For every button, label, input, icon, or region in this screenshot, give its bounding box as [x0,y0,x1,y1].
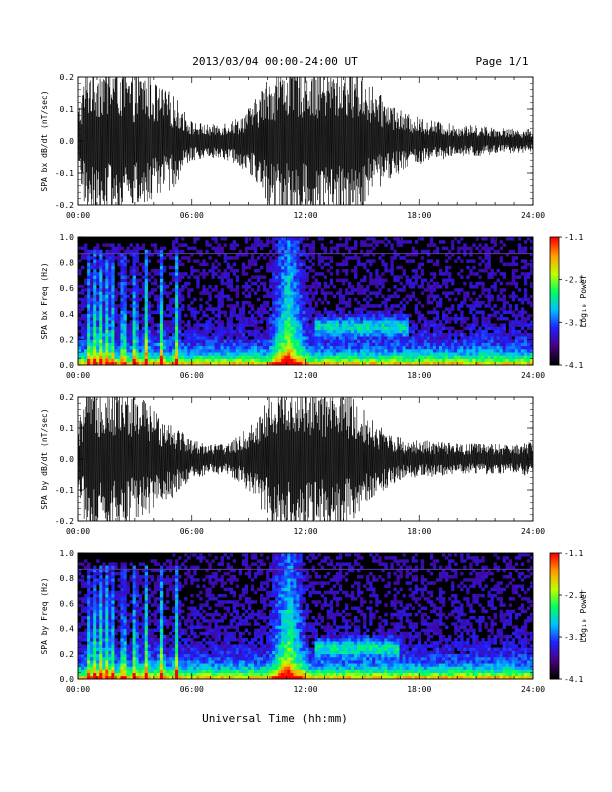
colorbar-tick-label: -4.1 [564,675,583,684]
x-tick-label: 06:00 [180,211,204,220]
y-tick-label: 0.4 [60,310,75,319]
y-tick-label: 0.8 [60,259,75,268]
x-tick-label: 00:00 [66,527,90,536]
x-tick-label: 12:00 [293,371,317,380]
bx-waveform-panel: 00:00 06:00 12:00 18:00 24:00 -0.2 -0.1 0.0 0.1 0… [40,73,545,220]
x-tick-label: 06:00 [180,371,204,380]
y-axis-label: SPA by dB/dt (nT/sec) [40,408,49,509]
y-tick-label: 1.0 [60,233,75,242]
y-tick-label: 0.1 [60,105,75,114]
y-tick-label: 0.0 [60,455,75,464]
y-tick-label: 0.4 [60,625,75,634]
x-tick-label: 00:00 [66,685,90,694]
x-tick-label: 18:00 [407,371,431,380]
colorbar-tick-label: -2.1 [564,591,583,600]
x-tick-label: 00:00 [66,211,90,220]
colorbar-label: Log₁₀ Power [579,589,588,642]
colorbar-label: Log₁₀ Power [579,274,588,327]
y-tick-label: 0.6 [60,284,75,293]
waveform-series [78,77,533,205]
y-tick-label: 1.0 [60,549,75,558]
y-tick-label: 0.0 [60,361,75,370]
x-tick-label: 06:00 [180,685,204,694]
x-tick-label: 24:00 [521,211,545,220]
y-tick-label: 0.0 [60,675,75,684]
y-tick-label: 0.2 [60,650,75,659]
y-tick-label: 0.2 [60,393,75,402]
colorbar-tick-label: -3.1 [564,318,583,327]
x-tick-label: 18:00 [407,527,431,536]
x-tick-label: 18:00 [407,211,431,220]
x-tick-label: 24:00 [521,685,545,694]
x-axis-title: Universal Time (hh:mm) [202,712,348,725]
bx-spectrogram-panel: -1.1 -2.1 -3.1 -4.1 Log₁₀ Power 00:00 06:00 12:… [40,233,588,380]
y-tick-label: -0.1 [55,486,74,495]
y-tick-label: 0.2 [60,335,75,344]
y-tick-label: -0.2 [55,517,74,526]
y-tick-label: -0.1 [55,169,74,178]
waveform-series [78,397,533,521]
y-tick-label: 0.0 [60,137,75,146]
y-axis-label: SPA by Freq (Hz) [40,577,49,654]
x-tick-label: 12:00 [293,211,317,220]
colorbar: -1.1 -2.1 -3.1 -4.1 Log₁₀ Power [549,233,588,370]
spectrogram-cells [78,237,534,366]
x-tick-label: 12:00 [293,685,317,694]
colorbar-tick-label: -1.1 [564,233,583,242]
y-tick-label: 0.1 [60,424,75,433]
y-tick-label: 0.6 [60,599,75,608]
colorbar-tick-label: -3.1 [564,633,583,642]
page-number: Page 1/1 [476,55,529,68]
colorbar: -1.1 -2.1 -3.1 -4.1 Log₁₀ Power [549,549,588,684]
x-tick-label: 06:00 [180,527,204,536]
page-title: 2013/03/04 00:00-24:00 UT [192,55,358,68]
colorbar-tick-label: -1.1 [564,549,583,558]
x-tick-label: 00:00 [66,371,90,380]
y-axis-label: SPA bx Freq (Hz) [40,262,49,339]
y-tick-label: 0.8 [60,574,75,583]
colorbar-tick-label: -2.1 [564,276,583,285]
spectrogram-cells [78,553,534,680]
by-spectrogram-panel: -1.1 -2.1 -3.1 -4.1 Log₁₀ Power 00:00 06:00 12:… [40,549,588,694]
colorbar-tick-label: -4.1 [564,361,583,370]
x-tick-label: 24:00 [521,527,545,536]
x-tick-label: 24:00 [521,371,545,380]
x-tick-label: 12:00 [293,527,317,536]
x-tick-label: 18:00 [407,685,431,694]
by-waveform-panel: 00:00 06:00 12:00 18:00 24:00 -0.2 -0.1 0.0 0.1 0… [40,393,545,536]
y-tick-label: 0.2 [60,73,75,82]
y-axis-label: SPA bx dB/dt (nT/sec) [40,90,49,191]
panels: 00:00 06:00 12:00 18:00 24:00 -0.2 -0.1 0.0 0.1 0… [40,73,588,694]
y-tick-label: -0.2 [55,201,74,210]
